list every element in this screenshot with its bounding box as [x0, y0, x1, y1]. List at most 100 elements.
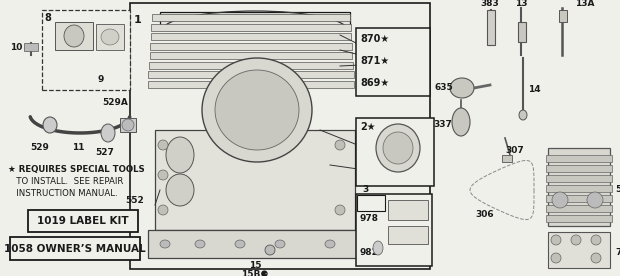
Bar — [149, 62, 353, 68]
Text: ★ REQUIRES SPECIAL TOOLS: ★ REQUIRES SPECIAL TOOLS — [8, 165, 144, 174]
Text: 8: 8 — [44, 13, 51, 23]
Ellipse shape — [383, 132, 413, 164]
Text: 383: 383 — [480, 0, 499, 8]
Ellipse shape — [43, 117, 57, 133]
Bar — [357, 195, 385, 211]
Text: 13: 13 — [515, 0, 527, 8]
Text: 9: 9 — [97, 75, 104, 84]
Bar — [502, 155, 512, 162]
Ellipse shape — [552, 192, 568, 208]
Bar — [356, 194, 432, 266]
Bar — [546, 185, 612, 192]
Ellipse shape — [195, 240, 205, 248]
Text: 3: 3 — [362, 185, 368, 194]
Bar — [546, 155, 612, 162]
Bar — [388, 200, 428, 220]
Ellipse shape — [101, 124, 115, 142]
Bar — [148, 230, 366, 258]
Text: 870★: 870★ — [360, 34, 389, 44]
Bar — [151, 23, 350, 31]
Bar — [559, 10, 567, 22]
Bar — [546, 215, 612, 222]
Text: 15: 15 — [249, 261, 262, 270]
Bar — [10, 237, 140, 260]
Bar — [546, 165, 612, 172]
Bar — [28, 210, 138, 232]
Ellipse shape — [325, 240, 335, 248]
Bar — [356, 118, 434, 186]
Text: 307: 307 — [505, 146, 524, 155]
Bar — [24, 43, 38, 51]
Text: 13A: 13A — [575, 0, 595, 8]
Text: 529A: 529A — [102, 98, 128, 107]
Text: 7: 7 — [615, 248, 620, 257]
Ellipse shape — [265, 245, 275, 255]
Bar — [152, 14, 350, 21]
Text: 1058 OWNER’S MANUAL: 1058 OWNER’S MANUAL — [4, 244, 146, 254]
Text: INSTRUCTION MANUAL.: INSTRUCTION MANUAL. — [8, 189, 118, 198]
Text: 15B⚈: 15B⚈ — [241, 270, 268, 276]
Bar — [149, 52, 352, 59]
Text: 871★: 871★ — [360, 56, 389, 66]
Ellipse shape — [587, 192, 603, 208]
Text: 529: 529 — [30, 143, 50, 152]
Ellipse shape — [235, 240, 245, 248]
Ellipse shape — [519, 110, 527, 120]
Text: 337: 337 — [433, 120, 452, 129]
Text: 11: 11 — [72, 143, 84, 152]
Ellipse shape — [591, 253, 601, 263]
Bar — [548, 232, 610, 268]
Bar — [96, 24, 124, 50]
Bar — [546, 175, 612, 182]
Bar — [130, 3, 430, 269]
Bar — [120, 118, 136, 132]
Text: 1: 1 — [134, 15, 142, 25]
Ellipse shape — [452, 108, 470, 136]
Bar — [487, 10, 495, 45]
Bar — [148, 81, 354, 87]
Bar — [160, 12, 350, 30]
Ellipse shape — [275, 240, 285, 248]
Ellipse shape — [122, 119, 134, 131]
Ellipse shape — [373, 241, 383, 255]
Ellipse shape — [551, 253, 561, 263]
Ellipse shape — [450, 78, 474, 98]
Ellipse shape — [166, 174, 194, 206]
Ellipse shape — [202, 58, 312, 162]
Text: 635: 635 — [434, 83, 453, 92]
Bar — [148, 71, 353, 78]
Ellipse shape — [158, 170, 168, 180]
Text: 978: 978 — [359, 214, 378, 223]
Bar — [42, 10, 130, 90]
Text: eReplacementParts.com: eReplacementParts.com — [242, 140, 378, 150]
Ellipse shape — [551, 235, 561, 245]
Text: 869★: 869★ — [360, 78, 389, 88]
Ellipse shape — [335, 205, 345, 215]
Bar — [155, 130, 355, 230]
Ellipse shape — [215, 70, 299, 150]
Ellipse shape — [166, 137, 194, 173]
Text: 14: 14 — [528, 85, 541, 94]
Text: 552: 552 — [125, 196, 144, 205]
Ellipse shape — [376, 124, 420, 172]
Bar — [546, 195, 612, 202]
Text: TO INSTALL.  SEE REPAIR: TO INSTALL. SEE REPAIR — [8, 177, 123, 186]
Ellipse shape — [591, 235, 601, 245]
Bar — [55, 22, 93, 50]
Text: 982: 982 — [359, 248, 378, 257]
Text: 5: 5 — [615, 185, 620, 194]
Ellipse shape — [571, 235, 581, 245]
Ellipse shape — [158, 140, 168, 150]
Ellipse shape — [101, 29, 119, 45]
Bar — [546, 205, 612, 212]
Bar — [518, 22, 526, 42]
Text: 1019 LABEL KIT: 1019 LABEL KIT — [37, 216, 129, 226]
Text: 527: 527 — [95, 148, 115, 157]
Ellipse shape — [160, 240, 170, 248]
Text: 10: 10 — [10, 43, 22, 52]
Bar — [548, 148, 610, 226]
Bar — [150, 43, 352, 49]
Text: 2★: 2★ — [360, 122, 376, 132]
Ellipse shape — [335, 140, 345, 150]
Bar — [388, 226, 428, 244]
